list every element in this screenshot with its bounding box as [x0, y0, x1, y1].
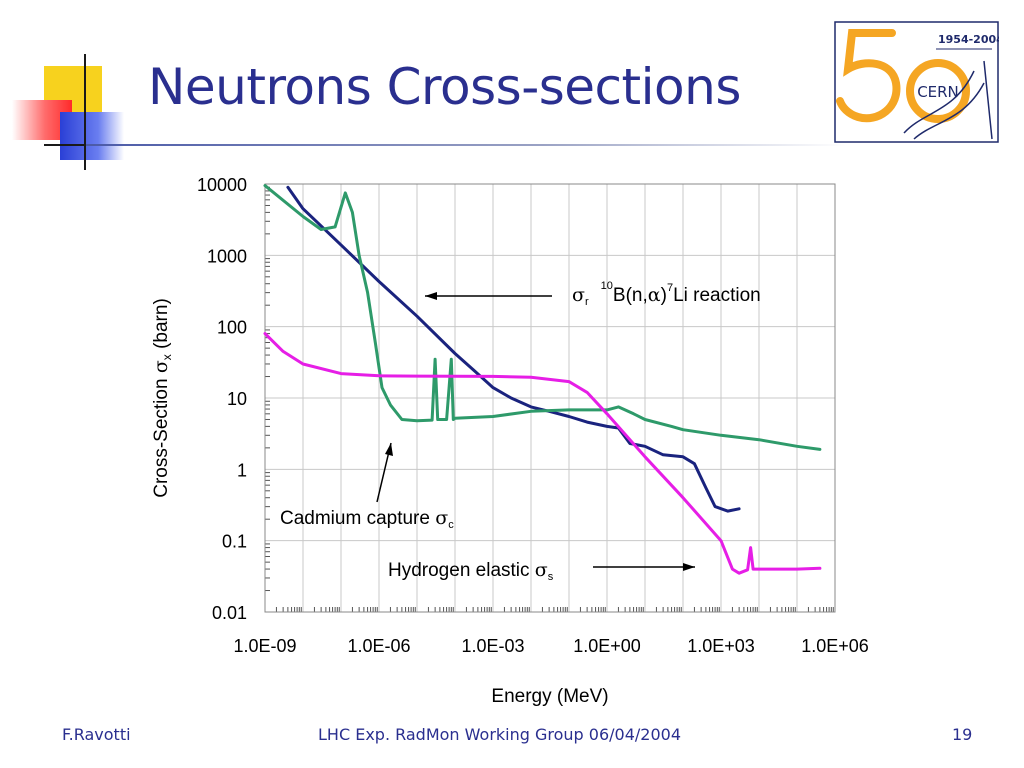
cadmium-label: Cadmium capture σc — [280, 507, 454, 531]
title-underline — [86, 144, 846, 146]
logo-five-shape — [836, 29, 901, 123]
x-axis-label: Energy (MeV) — [491, 686, 608, 707]
cern-50-logo: 1954-2004 CERN — [834, 21, 999, 143]
x-tick-label: 1.0E+06 — [801, 636, 869, 656]
y-tick-labels: 0.01 0.1 1 10 100 1000 10000 — [197, 175, 247, 623]
x-tick-label: 1.0E-03 — [461, 636, 524, 656]
logo-zero-ring — [906, 59, 970, 123]
x-tick-label: 1.0E-06 — [347, 636, 410, 656]
hydrogen-label: Hydrogen elastic σs — [388, 559, 554, 583]
y-tick-label: 0.1 — [222, 532, 247, 552]
y-tick-label: 10000 — [197, 175, 247, 195]
boron-label: σr10B(n,α)7Li reaction — [572, 280, 761, 308]
hydrogen-arrowhead — [683, 563, 695, 571]
y-axis-label: Cross-Section σx (barn) — [150, 298, 174, 498]
series-boron-line — [286, 185, 741, 513]
y-tick-label: 0.01 — [212, 603, 247, 623]
footer-author: F.Ravotti — [62, 725, 131, 744]
series-hydrogen-line — [263, 332, 822, 575]
slide-title: Neutrons Cross-sections — [148, 58, 741, 116]
y-tick-label: 1000 — [207, 246, 247, 266]
series-lines — [263, 184, 822, 575]
x-tick-label: 1.0E-09 — [233, 636, 296, 656]
footer-page-number: 19 — [952, 725, 973, 744]
deco-horizontal-line — [44, 144, 124, 146]
x-tick-label: 1.0E+00 — [573, 636, 641, 656]
y-tick-label: 1 — [237, 460, 247, 480]
logo-name: CERN — [917, 83, 959, 101]
boron-arrowhead — [425, 292, 437, 300]
footer-event: LHC Exp. RadMon Working Group 06/04/2004 — [318, 725, 682, 744]
logo-years: 1954-2004 — [938, 33, 999, 46]
series-cadmium-line — [263, 184, 822, 451]
cadmium-arrowhead — [385, 443, 393, 456]
y-tick-label: 100 — [217, 318, 247, 338]
x-tick-label: 1.0E+03 — [687, 636, 755, 656]
logo-accelerator-lines — [903, 60, 993, 140]
deco-vertical-line — [84, 54, 86, 170]
cross-section-chart: 1.0E-09 1.0E-06 1.0E-03 1.0E+00 1.0E+03 1.0E+… — [150, 175, 869, 707]
plot-frame — [264, 183, 836, 613]
deco-blue-square — [60, 112, 124, 160]
y-tick-label: 10 — [227, 389, 247, 409]
x-tick-labels: 1.0E-09 1.0E-06 1.0E-03 1.0E+00 1.0E+03 1.0E+… — [233, 636, 868, 656]
